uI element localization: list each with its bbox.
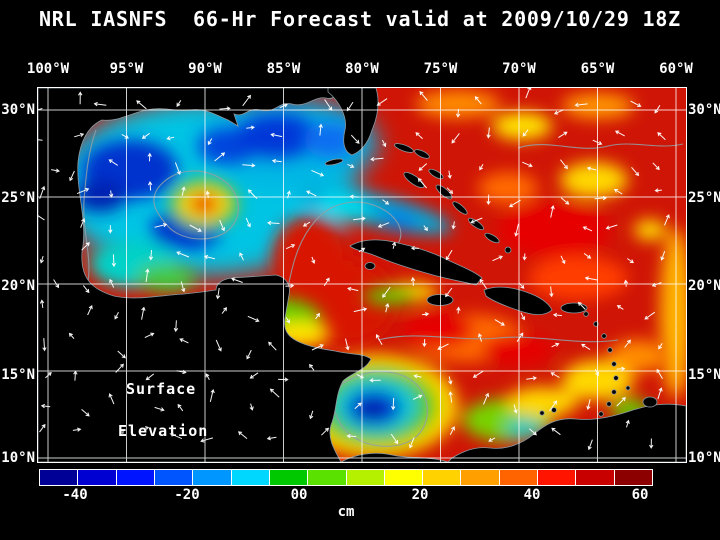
- colorbar-segment: [346, 470, 385, 485]
- colorbar-segment: [461, 470, 500, 485]
- colorbar-segment: [308, 470, 347, 485]
- colorbar-segment: [154, 470, 194, 485]
- puerto-rico: [560, 302, 588, 314]
- lat-tick-label: 25°N: [1, 190, 35, 206]
- lat-tick-label: 30°N: [1, 102, 35, 118]
- colorbar-tick: 20: [411, 487, 429, 503]
- lon-tick-label: 100°W: [26, 61, 70, 77]
- bahamas: [394, 143, 512, 254]
- colorbar-segment: [78, 470, 117, 485]
- florida: [327, 88, 379, 156]
- lat-tick-label: 10°N: [688, 450, 720, 466]
- colorbar-segment: [423, 470, 462, 485]
- surface-elevation-label-line2: Elevation: [118, 422, 209, 440]
- current-vector-arrows: [38, 88, 670, 451]
- trinidad: [642, 396, 658, 408]
- colorbar-segment: [231, 470, 270, 485]
- colorbar-tick: 40: [523, 487, 541, 503]
- florida-keys: [324, 158, 344, 166]
- north-and-central-america: [38, 88, 372, 462]
- contour-lines: [83, 129, 684, 447]
- lat-tick-label: 20°N: [688, 278, 720, 294]
- curacao: [551, 407, 557, 413]
- aruba: [539, 410, 545, 416]
- colorbar-segment: [499, 470, 539, 485]
- colorbar-segment: [193, 470, 232, 485]
- landmass: [38, 88, 686, 462]
- lon-tick-label: 60°W: [659, 61, 693, 77]
- colorbar-segment: [269, 470, 309, 485]
- colorbar-tick: 60: [631, 487, 649, 503]
- surface-elevation-label-line1: Surface: [126, 380, 197, 398]
- lon-tick-label: 95°W: [109, 61, 144, 77]
- south-america: [447, 403, 686, 462]
- colorbar-segment: [538, 470, 577, 485]
- colorbar-segment: [40, 470, 79, 485]
- plot-title: NRL IASNFS 66-Hr Forecast valid at 2009/…: [38, 7, 682, 31]
- lon-tick-label: 65°W: [580, 61, 615, 77]
- hispaniola: [483, 286, 553, 316]
- lat-tick-label: 25°N: [688, 190, 720, 206]
- forecast-map: [38, 88, 686, 462]
- lon-tick-label: 75°W: [423, 61, 458, 77]
- colorbar-segment: [384, 470, 424, 485]
- lat-tick-label: 15°N: [1, 367, 35, 383]
- colorbar-unit-label: cm: [337, 504, 355, 520]
- colorbar-tick: 00: [290, 487, 308, 503]
- lat-tick-label: 30°N: [688, 102, 720, 118]
- lon-tick-label: 80°W: [345, 61, 379, 77]
- map-frame: Surface Elevation: [37, 87, 687, 463]
- graticule: [38, 88, 686, 462]
- lesser-antilles: [583, 311, 631, 417]
- colorbar-tick: -40: [62, 487, 88, 503]
- colorbar-segment: [576, 470, 615, 485]
- colorbar-tick-labels: -40 -20 00 20 40 60: [40, 487, 652, 503]
- lon-tick-label: 70°W: [502, 61, 536, 77]
- lat-tick-label: 20°N: [1, 278, 35, 294]
- colorbar-segment: [614, 470, 652, 485]
- lat-tick-label: 10°N: [1, 450, 35, 466]
- cuba: [349, 239, 483, 286]
- lon-tick-label: 90°W: [188, 61, 222, 77]
- colorbar: [39, 469, 653, 486]
- colorbar-segment: [116, 470, 155, 485]
- lat-tick-label: 15°N: [688, 367, 720, 383]
- isle-of-youth: [364, 262, 376, 270]
- lon-tick-label: 85°W: [266, 61, 301, 77]
- colorbar-tick: -20: [174, 487, 200, 503]
